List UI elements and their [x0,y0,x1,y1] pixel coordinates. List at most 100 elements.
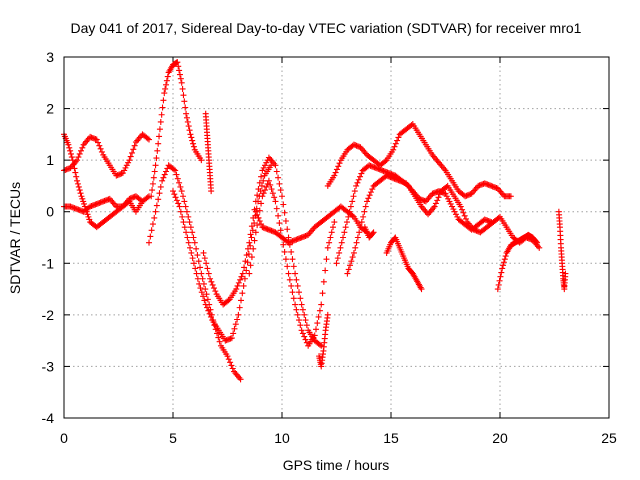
data-point [452,211,459,218]
data-point [240,282,247,289]
data-point [349,198,356,205]
data-point [355,176,362,183]
data-point [203,260,210,267]
data-point [190,260,197,267]
data-point [159,104,166,111]
data-point [81,200,88,207]
data-point [349,212,356,219]
data-point [231,325,238,332]
data-point [350,193,357,200]
data-point [276,220,283,227]
data-point [432,200,439,207]
data-point [201,297,208,304]
data-point [67,147,74,154]
series-arc-9 [252,203,371,246]
data-point [360,213,367,220]
data-point [234,316,241,323]
data-point [158,111,165,118]
data-point [495,281,502,288]
data-point [144,194,151,201]
data-point [95,139,102,146]
series-arc-8 [246,177,338,349]
data-point [254,211,261,218]
data-point [170,188,176,195]
data-point [131,142,138,149]
data-point [72,169,79,176]
data-point [343,219,350,226]
y-tick-label: -1 [42,255,55,271]
data-point [326,239,333,246]
data-point [125,199,132,206]
data-point [246,270,253,277]
data-point [345,266,352,273]
data-point [303,339,310,346]
data-point [281,248,288,255]
series-arc-15 [494,231,541,293]
data-point [225,356,232,363]
data-point [204,265,211,272]
data-point [127,153,134,160]
data-point [68,154,75,161]
data-point [139,198,146,205]
data-point [336,249,343,256]
data-point [176,179,183,186]
data-point [188,134,195,141]
data-point [190,234,197,241]
data-point [275,174,282,181]
data-point [333,260,340,267]
data-point [501,256,508,263]
y-tick-label: -3 [42,358,55,374]
data-point [74,180,81,187]
data-point [183,229,190,236]
data-point [185,239,192,246]
data-point [93,136,100,143]
data-point [261,162,268,169]
data-point [176,67,183,74]
data-point [289,289,296,296]
data-point [242,258,249,265]
data-point [263,159,270,166]
data-point [154,147,161,154]
data-point [119,170,126,177]
data-point [186,127,193,134]
data-point [248,223,255,230]
data-point [228,335,235,342]
data-point [292,270,299,277]
data-point [238,297,245,304]
data-point [447,200,454,207]
data-point [185,123,192,130]
data-point [297,322,304,329]
tick-labels: 0 5 10 15 20 25 -4 -3 -2 -1 0 1 2 3 [42,49,617,446]
data-point [197,285,204,292]
data-point [254,222,261,229]
data-point [179,213,186,220]
data-point [204,304,211,311]
data-point [282,217,289,224]
data-point [247,242,254,249]
data-point [302,336,309,343]
data-point [78,147,85,154]
data-point [316,307,323,314]
data-point [260,177,267,184]
data-point [66,144,73,151]
data-point [271,194,278,201]
data-point [495,214,502,221]
data-point [157,183,164,190]
data-point [209,281,216,288]
data-point [146,239,153,246]
data-point [208,278,215,285]
data-point [77,190,84,197]
data-point [179,85,186,92]
data-point [285,234,292,241]
data-point [294,282,301,289]
data-point [156,190,163,197]
series-arc-4 [148,59,205,200]
y-tick-label: 3 [46,49,54,65]
data-point [256,217,263,224]
data-point [272,198,279,205]
data-point [451,208,458,215]
data-point [243,252,250,259]
data-point [81,203,88,210]
data-point [177,75,184,82]
data-point [273,205,280,212]
